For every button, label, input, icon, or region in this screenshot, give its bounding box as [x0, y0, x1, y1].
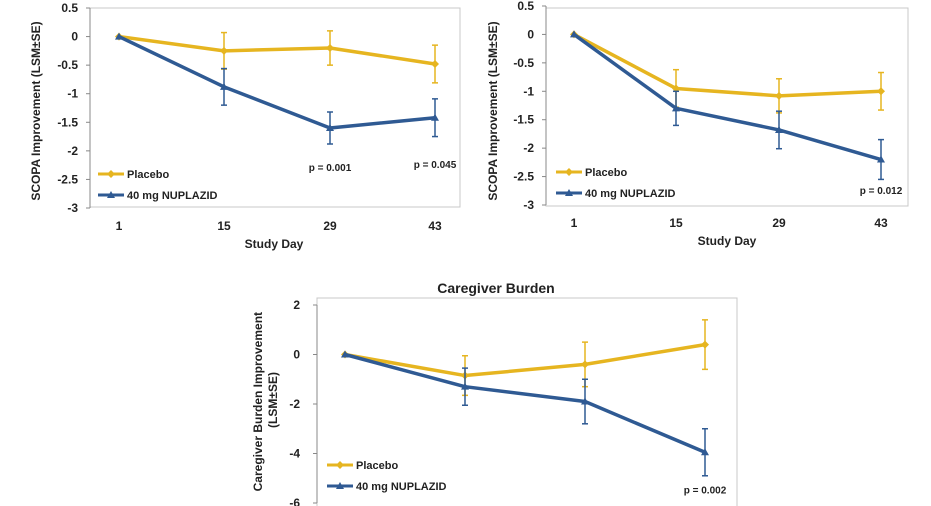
legend-label: 40 mg NUPLAZID [127, 190, 218, 202]
x-tick-label: 15 [669, 216, 683, 230]
placebo-point [431, 60, 439, 68]
series-line-nuplazid [572, 33, 882, 162]
placebo-point [672, 84, 680, 93]
x-axis-label: Study Day [245, 237, 304, 251]
nuplazid-point [581, 397, 589, 405]
y-tick-label: 0.5 [517, 0, 534, 13]
x-tick-label: 29 [323, 219, 337, 233]
legend-marker [565, 168, 573, 176]
placebo-point [701, 340, 709, 349]
x-tick-label: 43 [428, 219, 442, 233]
y-tick-label: -1 [523, 84, 534, 98]
nuplazid-point [877, 155, 885, 163]
nuplazid-point [115, 32, 123, 40]
nuplazid-point [672, 104, 680, 112]
placebo-point [220, 46, 228, 55]
y-tick-label: -2 [67, 144, 78, 158]
legend-marker [336, 461, 344, 469]
p-value-annotation: p = 0.012 [860, 186, 903, 197]
p-value-annotation: p = 0.002 [684, 486, 727, 497]
legend-label: Placebo [585, 167, 627, 179]
placebo-point [326, 44, 334, 52]
legend-label: 40 mg NUPLAZID [356, 481, 447, 493]
series-line-placebo [573, 32, 882, 98]
y-tick-label: -1.5 [513, 113, 534, 127]
plot-frame [545, 7, 909, 207]
legend-marker [107, 170, 115, 178]
placebo-point [775, 91, 783, 100]
y-axis-label: SCOPA Improvement (LSM±SE) [29, 21, 43, 200]
series-line-placebo [344, 342, 706, 378]
plot-frame [316, 297, 738, 506]
nuplazid-point [570, 30, 578, 38]
y-tick-label: 0.5 [61, 1, 78, 15]
chart-caregiver-burden: Caregiver Burden Caregiver Burden Improv… [251, 280, 738, 506]
y-axis-label: Caregiver Burden Improvement (LSM±SE) [251, 309, 280, 492]
y-tick-label: -2.5 [57, 172, 78, 186]
y-tick-label: -3 [67, 201, 78, 215]
nuplazid-point [461, 382, 469, 390]
legend-label: Placebo [356, 460, 398, 472]
y-tick-label: 0 [293, 348, 300, 362]
y-tick-label: -2.5 [513, 170, 534, 184]
p-value-annotation: p = 0.045 [414, 160, 457, 171]
nuplazid-point [701, 448, 709, 456]
chart-title: Caregiver Burden [437, 280, 554, 296]
legend-label: 40 mg NUPLAZID [585, 188, 676, 200]
chart-scopa-right: SCOPA Improvement (LSM±SE) Study Day 0.5… [486, 0, 909, 248]
x-tick-label: 29 [772, 216, 786, 230]
series-line-nuplazid [344, 352, 706, 454]
placebo-point [581, 360, 589, 369]
y-tick-label: -0.5 [513, 56, 534, 70]
y-tick-label: -1.5 [57, 115, 78, 129]
y-tick-label: -3 [523, 198, 534, 212]
legend-marker [565, 189, 573, 196]
y-tick-label: -2 [289, 397, 300, 411]
x-tick-label: 15 [217, 219, 231, 233]
x-tick-label: 43 [874, 216, 888, 230]
nuplazid-point [341, 350, 349, 358]
legend-label: Placebo [127, 169, 169, 181]
placebo-point [877, 87, 885, 96]
nuplazid-point [220, 82, 228, 90]
chart-scopa-left: SCOPA Improvement (LSM±SE) Study Day 0.5… [29, 1, 461, 251]
y-tick-label: -6 [289, 496, 300, 506]
y-tick-label: -1 [67, 87, 78, 101]
y-tick-label: -2 [523, 141, 534, 155]
nuplazid-point [775, 125, 783, 133]
y-tick-label: 0 [71, 30, 78, 44]
y-tick-label: -0.5 [57, 58, 78, 72]
p-value-annotation: p = 0.001 [309, 163, 352, 174]
y-tick-label: 0 [527, 27, 534, 41]
y-axis-label: SCOPA Improvement (LSM±SE) [486, 21, 500, 200]
legend-marker [107, 191, 115, 198]
legend-marker [336, 482, 344, 489]
y-tick-label: -4 [289, 447, 300, 461]
series-line-nuplazid [118, 34, 436, 130]
nuplazid-point [326, 124, 334, 131]
x-axis-label: Study Day [698, 234, 757, 248]
y-tick-label: 2 [293, 298, 300, 312]
nuplazid-point [431, 113, 439, 121]
x-tick-label: 1 [116, 219, 123, 233]
x-tick-label: 1 [571, 216, 578, 230]
series-line-placebo [118, 34, 436, 66]
